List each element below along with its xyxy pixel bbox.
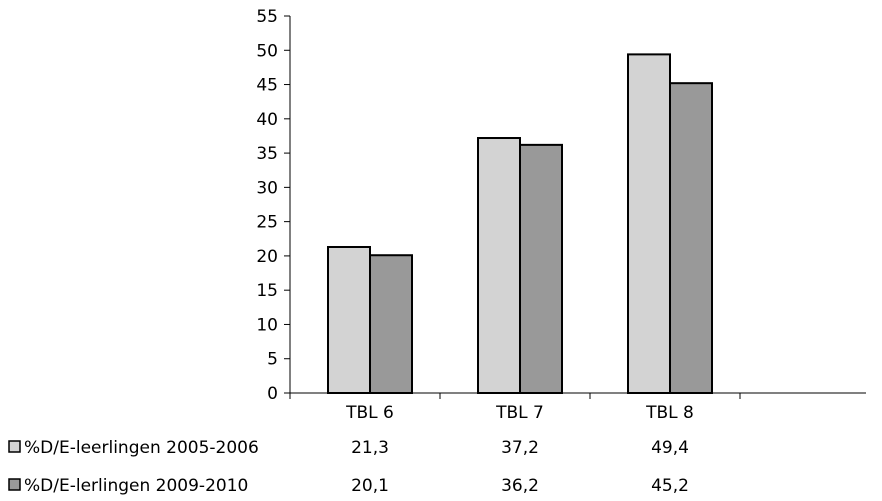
data-value-label: 49,4 bbox=[651, 438, 689, 458]
y-tick-label: 55 bbox=[256, 7, 278, 27]
bar-series-1-tbl-6 bbox=[327, 245, 371, 394]
y-tick-label: 5 bbox=[267, 350, 278, 370]
y-tick-label: 15 bbox=[256, 281, 278, 301]
x-tick-label: TBL 6 bbox=[345, 403, 394, 423]
y-tick-label: 25 bbox=[256, 213, 278, 233]
legend-swatch bbox=[8, 478, 21, 491]
y-tick-label: 35 bbox=[256, 144, 278, 164]
bar-series-1-tbl-8 bbox=[627, 53, 671, 394]
legend-label: %D/E-leerlingen 2005-2006 bbox=[24, 438, 259, 458]
y-tick-label: 30 bbox=[256, 178, 278, 198]
data-value-label: 45,2 bbox=[651, 476, 689, 496]
legend-swatch bbox=[8, 440, 21, 453]
bar-series-2-tbl-7 bbox=[519, 143, 563, 394]
x-axis: TBL 6 TBL 7 TBL 8 bbox=[289, 392, 866, 423]
bar-series-2-tbl-6 bbox=[369, 254, 413, 394]
data-value-label: 21,3 bbox=[351, 438, 389, 458]
y-tick-label: 40 bbox=[256, 110, 278, 130]
data-value-label: 20,1 bbox=[351, 476, 389, 496]
x-tick-label: TBL 8 bbox=[645, 403, 694, 423]
y-tick-label: 10 bbox=[256, 315, 278, 335]
data-value-label: 37,2 bbox=[501, 438, 539, 458]
y-tick-label: 20 bbox=[256, 247, 278, 267]
bar-series-2-tbl-8 bbox=[669, 82, 713, 394]
data-table: %D/E-leerlingen 2005-2006 21,3 37,2 49,4 %D/… bbox=[8, 438, 689, 496]
bars bbox=[327, 53, 713, 394]
y-tick-label: 0 bbox=[267, 384, 278, 404]
y-tick-label: 45 bbox=[256, 76, 278, 96]
legend-label: %D/E-lerlingen 2009-2010 bbox=[24, 476, 248, 496]
y-tick-label: 50 bbox=[256, 41, 278, 61]
x-tick-label: TBL 7 bbox=[495, 403, 544, 423]
y-axis: 0 5 10 15 20 25 30 35 40 45 50 55 bbox=[256, 7, 291, 404]
bar-series-1-tbl-7 bbox=[477, 137, 521, 394]
data-value-label: 36,2 bbox=[501, 476, 539, 496]
